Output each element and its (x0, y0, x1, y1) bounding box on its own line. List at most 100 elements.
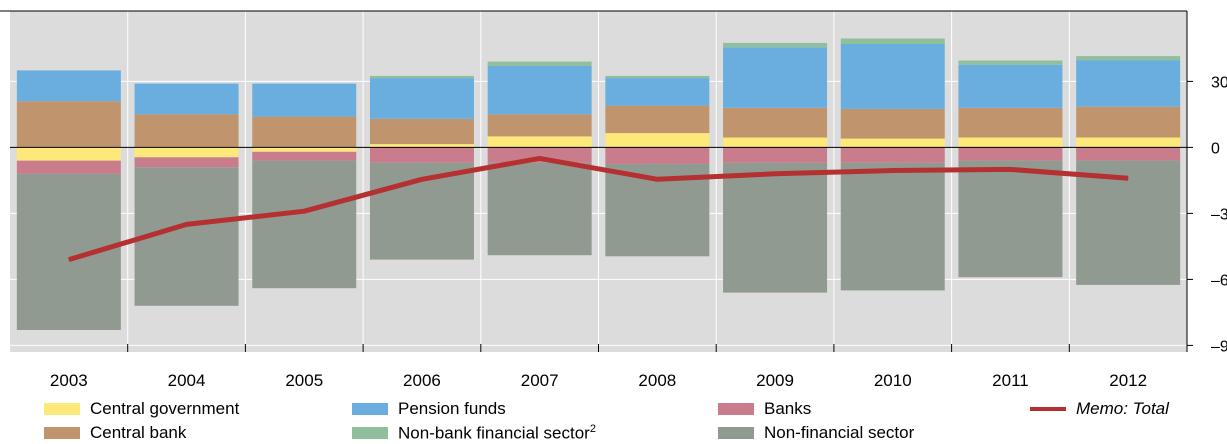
x-tick-label-2004: 2004 (168, 371, 206, 390)
bar-pension-funds-2005 (252, 83, 357, 117)
x-tick-label-2012: 2012 (1109, 371, 1147, 390)
bar-pension-funds-2009 (723, 47, 828, 108)
y-tick-label: 30 (1211, 74, 1227, 91)
x-tick-label-2007: 2007 (521, 371, 559, 390)
legend-item-non-bank-financial-sector: Non-bank financial sector2 (352, 422, 596, 444)
legend-swatch-memo-total (1030, 407, 1066, 411)
legend-label-non-bank-financial-sector: Non-bank financial sector2 (398, 423, 596, 444)
bar-central-government-2007 (487, 136, 592, 148)
x-tick-label-2003: 2003 (50, 371, 88, 390)
legend-swatch-central-government (44, 403, 80, 415)
x-tick-label-2008: 2008 (638, 371, 676, 390)
legend-item-banks: Banks (718, 398, 811, 420)
bar-central-bank-2006 (369, 118, 474, 145)
bar-central-government-2010 (840, 138, 945, 148)
x-tick-label-2009: 2009 (756, 371, 794, 390)
legend-swatch-non-bank-financial-sector (352, 427, 388, 439)
bar-banks-2008 (605, 147, 710, 164)
bar-non-bank-financial-sector-2012 (1076, 56, 1181, 61)
legend-item-central-bank: Central bank (44, 422, 186, 444)
bar-pension-funds-2003 (16, 70, 121, 102)
bar-non-bank-financial-sector-2007 (487, 61, 592, 66)
memo-total-point-2012 (1127, 177, 1129, 179)
memo-total-point-2008 (656, 178, 658, 180)
bar-central-bank-2011 (958, 107, 1063, 138)
bar-pension-funds-2004 (134, 83, 239, 115)
legend-swatch-central-bank (44, 427, 80, 439)
bar-non-bank-financial-sector-2008 (605, 75, 710, 79)
memo-total-point-2004 (186, 223, 188, 225)
memo-total-point-2005 (303, 210, 305, 212)
legend-item-pension-funds: Pension funds (352, 398, 506, 420)
bar-banks-2006 (369, 147, 474, 163)
legend-item-central-government: Central government (44, 398, 239, 420)
legend-swatch-pension-funds (352, 403, 388, 415)
legend-label-central-bank: Central bank (90, 423, 187, 442)
bar-non-financial-sector-2010 (840, 162, 945, 291)
legend-item-memo-total: Memo: Total (1030, 398, 1169, 420)
bar-non-financial-sector-2012 (1076, 160, 1181, 285)
memo-total-point-2007 (539, 157, 541, 159)
legend-label-memo-total: Memo: Total (1076, 399, 1169, 418)
bar-non-financial-sector-2009 (723, 162, 828, 293)
legend: Central government Central bank Pension … (0, 396, 1227, 444)
bar-banks-2012 (1076, 147, 1181, 161)
memo-total-point-2006 (421, 178, 423, 180)
bar-non-financial-sector-2007 (487, 162, 592, 256)
bar-central-bank-2010 (840, 108, 945, 139)
bar-non-financial-sector-2011 (958, 160, 1063, 278)
bar-banks-2003 (16, 160, 121, 174)
bar-pension-funds-2010 (840, 44, 945, 109)
bar-central-bank-2012 (1076, 106, 1181, 138)
legend-item-non-financial-sector: Non-financial sector (718, 422, 914, 444)
bar-central-government-2005 (252, 147, 357, 152)
legend-footnote-marker: 2 (589, 422, 596, 435)
y-tick-label: –90 (1211, 338, 1227, 355)
bar-central-bank-2007 (487, 114, 592, 137)
bar-non-financial-sector-2005 (252, 160, 357, 289)
x-tick-label-2006: 2006 (403, 371, 441, 390)
memo-total-point-2011 (1009, 168, 1011, 170)
bar-central-government-2003 (16, 147, 121, 161)
bar-banks-2007 (487, 147, 592, 163)
legend-label-banks: Banks (764, 399, 812, 418)
bar-central-bank-2008 (605, 105, 710, 134)
bar-non-bank-financial-sector-2006 (369, 75, 474, 79)
y-tick-label: 0 (1211, 140, 1220, 157)
y-tick-label: –60 (1211, 272, 1227, 289)
x-tick-label-2005: 2005 (285, 371, 323, 390)
legend-label-pension-funds: Pension funds (398, 399, 506, 418)
y-tick-label: –30 (1211, 206, 1227, 223)
memo-total-point-2003 (68, 259, 70, 261)
x-tick-label-2011: 2011 (992, 371, 1029, 390)
bar-non-financial-sector-2003 (16, 173, 121, 330)
legend-swatch-banks (718, 403, 754, 415)
x-tick-label-2010: 2010 (874, 371, 912, 390)
bar-central-government-2006 (369, 144, 474, 148)
bar-pension-funds-2011 (958, 64, 1063, 108)
bar-non-bank-financial-sector-2011 (958, 60, 1063, 65)
bar-central-bank-2004 (134, 114, 239, 148)
bar-central-bank-2005 (252, 116, 357, 148)
bar-central-government-2009 (723, 137, 828, 148)
bar-central-government-2004 (134, 147, 239, 158)
bar-pension-funds-2006 (369, 78, 474, 119)
bar-central-government-2011 (958, 137, 1063, 148)
legend-swatch-non-financial-sector (718, 427, 754, 439)
bar-banks-2011 (958, 147, 1063, 161)
memo-total-point-2010 (892, 170, 894, 171)
legend-label-non-bank-main: Non-bank financial sector (398, 423, 590, 443)
bar-pension-funds-2012 (1076, 60, 1181, 107)
bar-pension-funds-2007 (487, 66, 592, 115)
bar-central-government-2012 (1076, 137, 1181, 148)
legend-label-central-government: Central government (90, 399, 240, 418)
bar-central-bank-2003 (16, 101, 121, 148)
bar-non-bank-financial-sector-2009 (723, 42, 828, 48)
bar-central-government-2008 (605, 133, 710, 148)
memo-total-point-2009 (774, 173, 776, 175)
chart-svg: 30 0 –30 –60 –90 2003 2004 2005 2006 2007 2008 2009… (0, 10, 1227, 390)
bar-banks-2005 (252, 151, 357, 161)
legend-label-non-financial-sector: Non-financial sector (764, 423, 915, 442)
bar-banks-2009 (723, 147, 828, 163)
bar-banks-2010 (840, 147, 945, 163)
